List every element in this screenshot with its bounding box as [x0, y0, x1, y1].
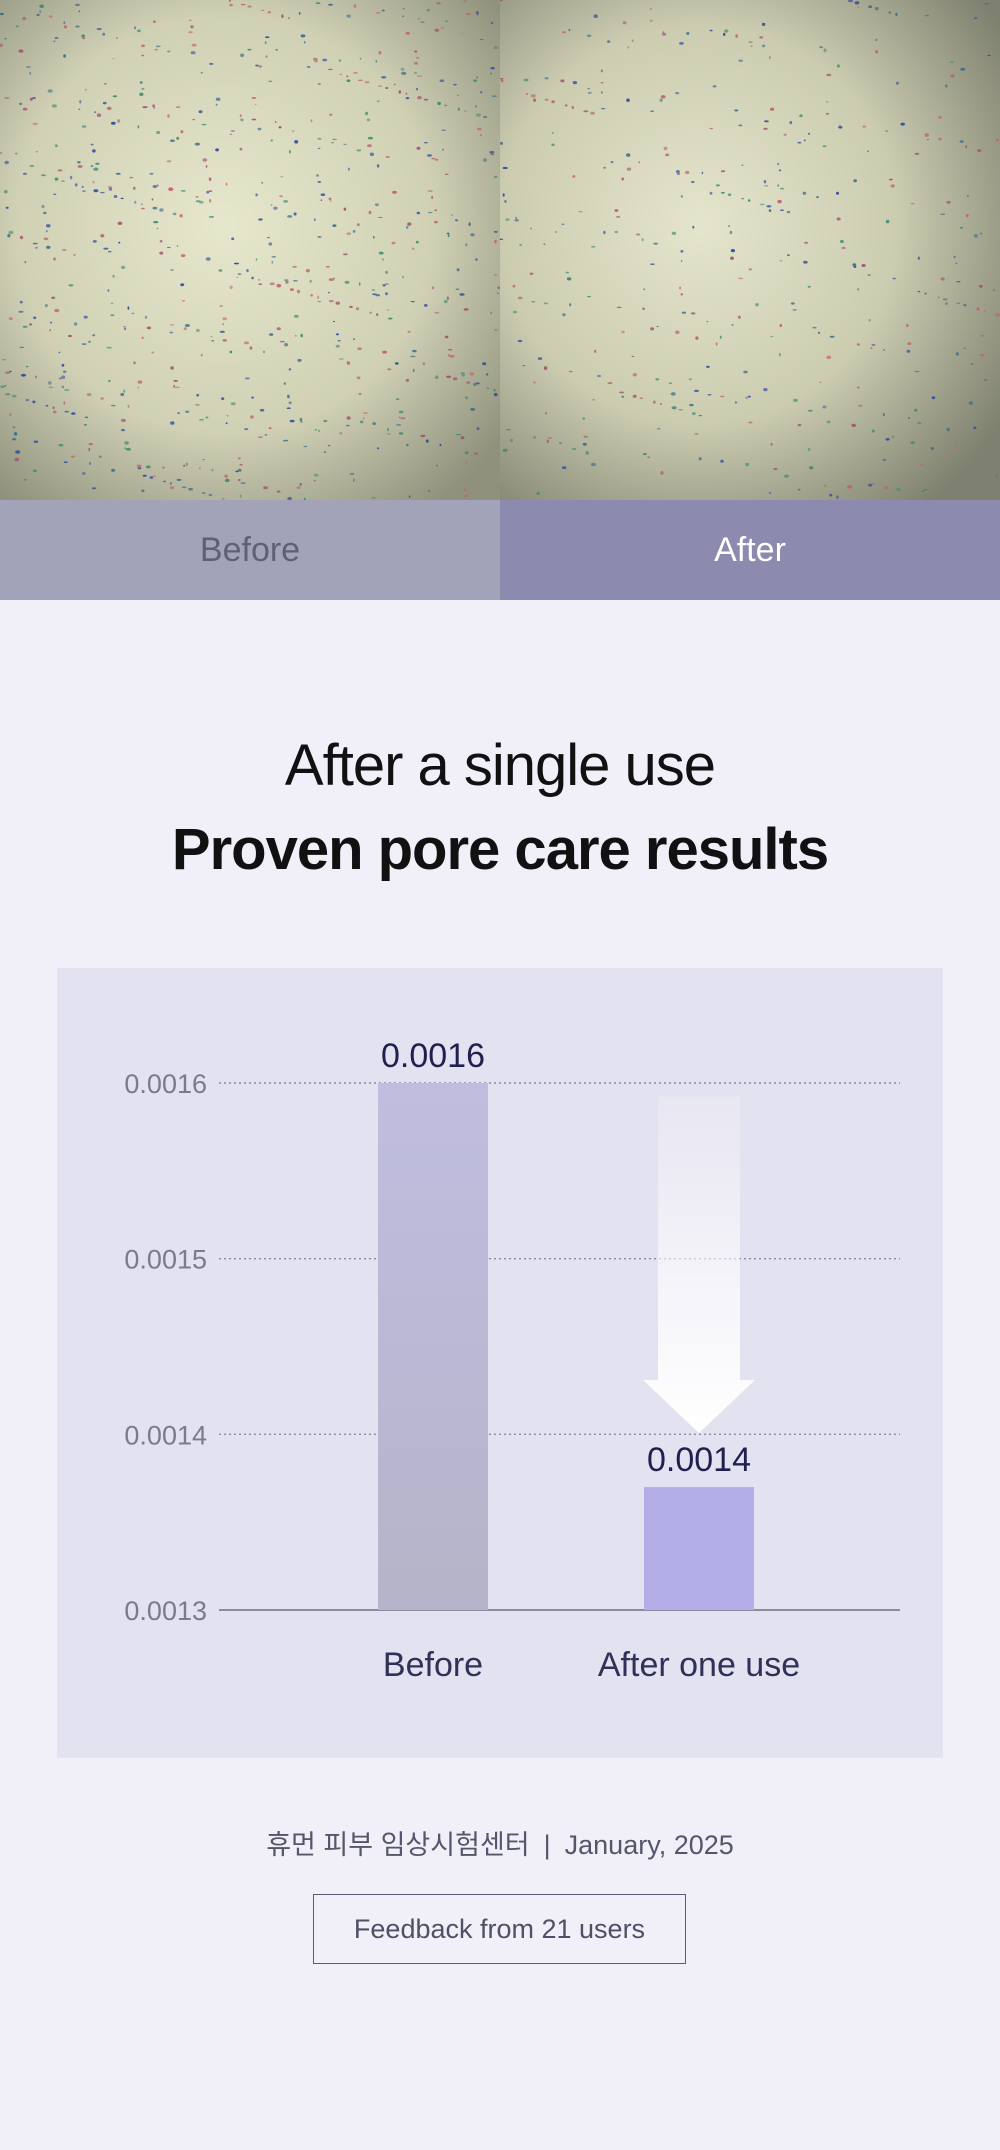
pore-chart-panel: 0.0013 0.0014 0.0015 0.0016 0.0016 0.0014 Be…	[57, 968, 943, 1758]
category-label: After one use	[598, 1646, 800, 1684]
before-label: Before	[0, 500, 500, 600]
source-date: January, 2025	[564, 1830, 734, 1860]
bar-value-label: 0.0014	[647, 1441, 751, 1479]
feedback-button[interactable]: Feedback from 21 users	[313, 1894, 686, 1964]
bar-before	[378, 1083, 488, 1610]
y-tick-label: 0.0016	[124, 1069, 207, 1099]
heading-line-2: Proven pore care results	[171, 817, 829, 882]
after-label: After	[500, 500, 1000, 600]
before-skin-photo	[0, 0, 500, 500]
clinical-source: 휴먼 피부 임상시험센터 | January, 2025	[0, 1823, 1000, 1862]
y-tick-label: 0.0015	[124, 1245, 207, 1275]
after-skin-photo	[500, 0, 1000, 500]
category-label: Before	[383, 1646, 483, 1684]
decrease-arrow	[643, 1096, 755, 1433]
source-name: 휴먼 피부 임상시험센터	[266, 1830, 530, 1860]
y-tick-label: 0.0014	[124, 1420, 207, 1450]
bar-value-label: 0.0016	[381, 1037, 485, 1075]
bar-after	[644, 1487, 754, 1610]
heading-line-1: After a single use	[284, 733, 716, 798]
source-separator: |	[543, 1830, 551, 1860]
pore-bar-chart: 0.0013 0.0014 0.0015 0.0016 0.0016 0.0014 Be…	[124, 1037, 900, 1684]
comparison-labels: Before After	[0, 500, 1000, 600]
before-after-photos	[0, 0, 1000, 500]
y-tick-label: 0.0013	[124, 1596, 207, 1626]
